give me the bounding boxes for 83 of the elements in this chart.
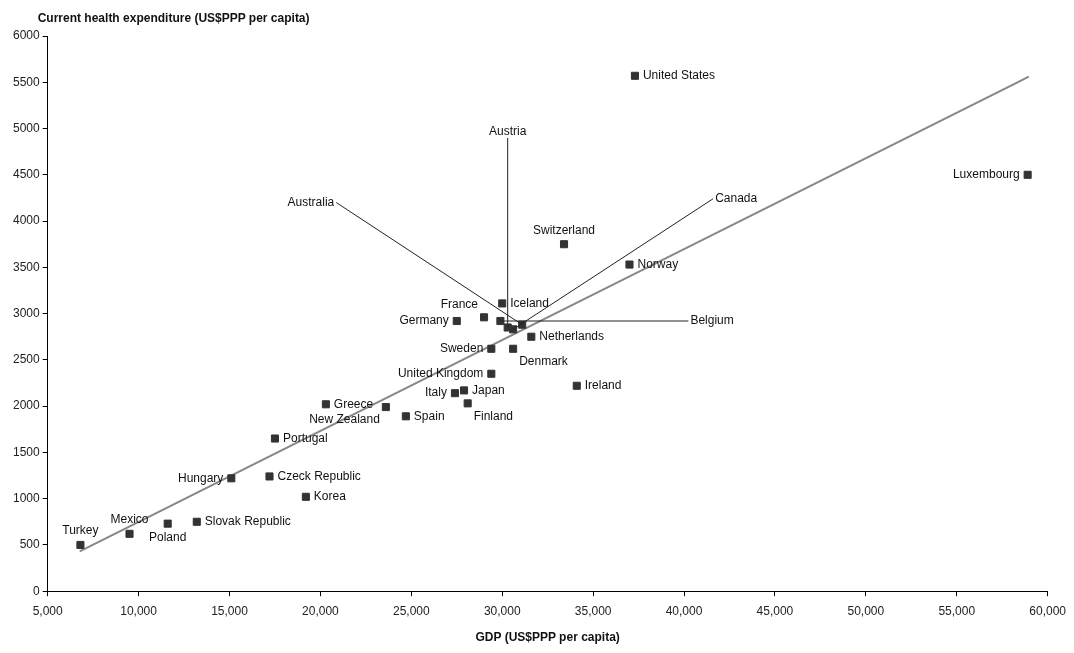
x-tick-label: 30,000 — [483, 603, 521, 618]
point — [163, 519, 172, 528]
x-tick-label: 45,000 — [756, 603, 794, 618]
point — [460, 386, 469, 395]
annotation: Hungary — [177, 470, 224, 485]
annotation: Sweden — [439, 341, 484, 356]
y-tick-label: 5500 — [12, 74, 41, 89]
point — [265, 472, 274, 481]
annotation: Italy — [424, 385, 447, 400]
annotation: Mexico — [110, 512, 149, 527]
annotation: France — [440, 296, 479, 311]
y-tick-label: 4000 — [12, 213, 41, 228]
point — [463, 399, 472, 408]
annotation: Greece — [333, 396, 374, 411]
y-tick-label: 3500 — [12, 259, 41, 274]
point — [401, 412, 410, 421]
annotation: Switzerland — [533, 222, 596, 237]
annotation: Australia — [287, 194, 335, 209]
annotation: Netherlands — [539, 329, 605, 344]
point — [381, 403, 390, 412]
y-axis-title: Current health expenditure (US$PPP per capita) — [37, 11, 310, 25]
x-tick-label: 60,000 — [1029, 603, 1067, 618]
y-tick-label: 3000 — [12, 305, 41, 320]
point — [572, 381, 581, 390]
point — [125, 529, 134, 538]
point — [321, 400, 330, 409]
annotation: Ireland — [584, 378, 622, 393]
annotation: Canada — [715, 191, 758, 206]
annotation: Denmark — [519, 354, 569, 369]
point — [301, 492, 310, 501]
x-tick-label: 10,000 — [120, 603, 158, 618]
point — [450, 389, 459, 398]
point — [498, 299, 507, 308]
point — [625, 260, 634, 269]
point — [192, 517, 201, 526]
annotation: Turkey — [62, 523, 99, 538]
y-tick-label: 0 — [33, 583, 41, 598]
point — [480, 313, 489, 322]
y-tick-label: 500 — [19, 537, 41, 552]
annotation: United Kingdom — [397, 366, 484, 381]
annotation: Finland — [473, 408, 514, 423]
annotation: United States — [642, 68, 715, 83]
annotation: Japan — [472, 382, 505, 397]
point — [630, 71, 639, 80]
x-tick-label: 50,000 — [847, 603, 885, 618]
x-tick-label: 5,000 — [32, 603, 64, 618]
x-tick-label: 35,000 — [574, 603, 612, 618]
annotation: Poland — [149, 529, 187, 544]
point — [76, 540, 85, 549]
y-tick-label: 4500 — [12, 167, 41, 182]
annotation: Germany — [399, 313, 449, 328]
point — [487, 344, 496, 353]
point — [1023, 170, 1032, 179]
annotation: Portugal — [282, 430, 328, 445]
y-tick-label: 6000 — [12, 28, 41, 43]
point — [487, 369, 496, 378]
point — [452, 316, 461, 326]
annotation: Korea — [313, 489, 347, 504]
x-tick-label: 40,000 — [665, 603, 703, 618]
annotation: Iceland — [510, 295, 549, 310]
annotation: Austria — [489, 123, 527, 138]
annotation: Belgium — [690, 313, 734, 328]
x-tick-label: 25,000 — [392, 603, 430, 618]
y-tick-label: 2000 — [12, 398, 41, 413]
point — [527, 332, 536, 341]
annotation: Luxembourg — [952, 167, 1020, 182]
x-axis-title: GDP (US$PPP per capita) — [475, 630, 620, 645]
point — [509, 344, 518, 353]
annotation: Slovak Republic — [204, 514, 291, 529]
x-tick-label: 55,000 — [938, 603, 976, 618]
x-tick-label: 15,000 — [211, 603, 249, 618]
point — [270, 434, 279, 443]
annotation: Spain — [413, 408, 445, 423]
y-tick-label: 2500 — [12, 352, 41, 367]
point — [227, 474, 236, 483]
annotation: Norway — [637, 256, 679, 271]
y-tick-label: 1500 — [12, 444, 41, 459]
annotation: Czeck Republic — [277, 468, 361, 483]
y-tick-label: 1000 — [12, 490, 41, 505]
y-tick-label: 5000 — [12, 120, 41, 135]
annotation: New Zealand — [309, 412, 380, 427]
x-tick-label: 20,000 — [302, 603, 340, 618]
point — [560, 240, 569, 249]
